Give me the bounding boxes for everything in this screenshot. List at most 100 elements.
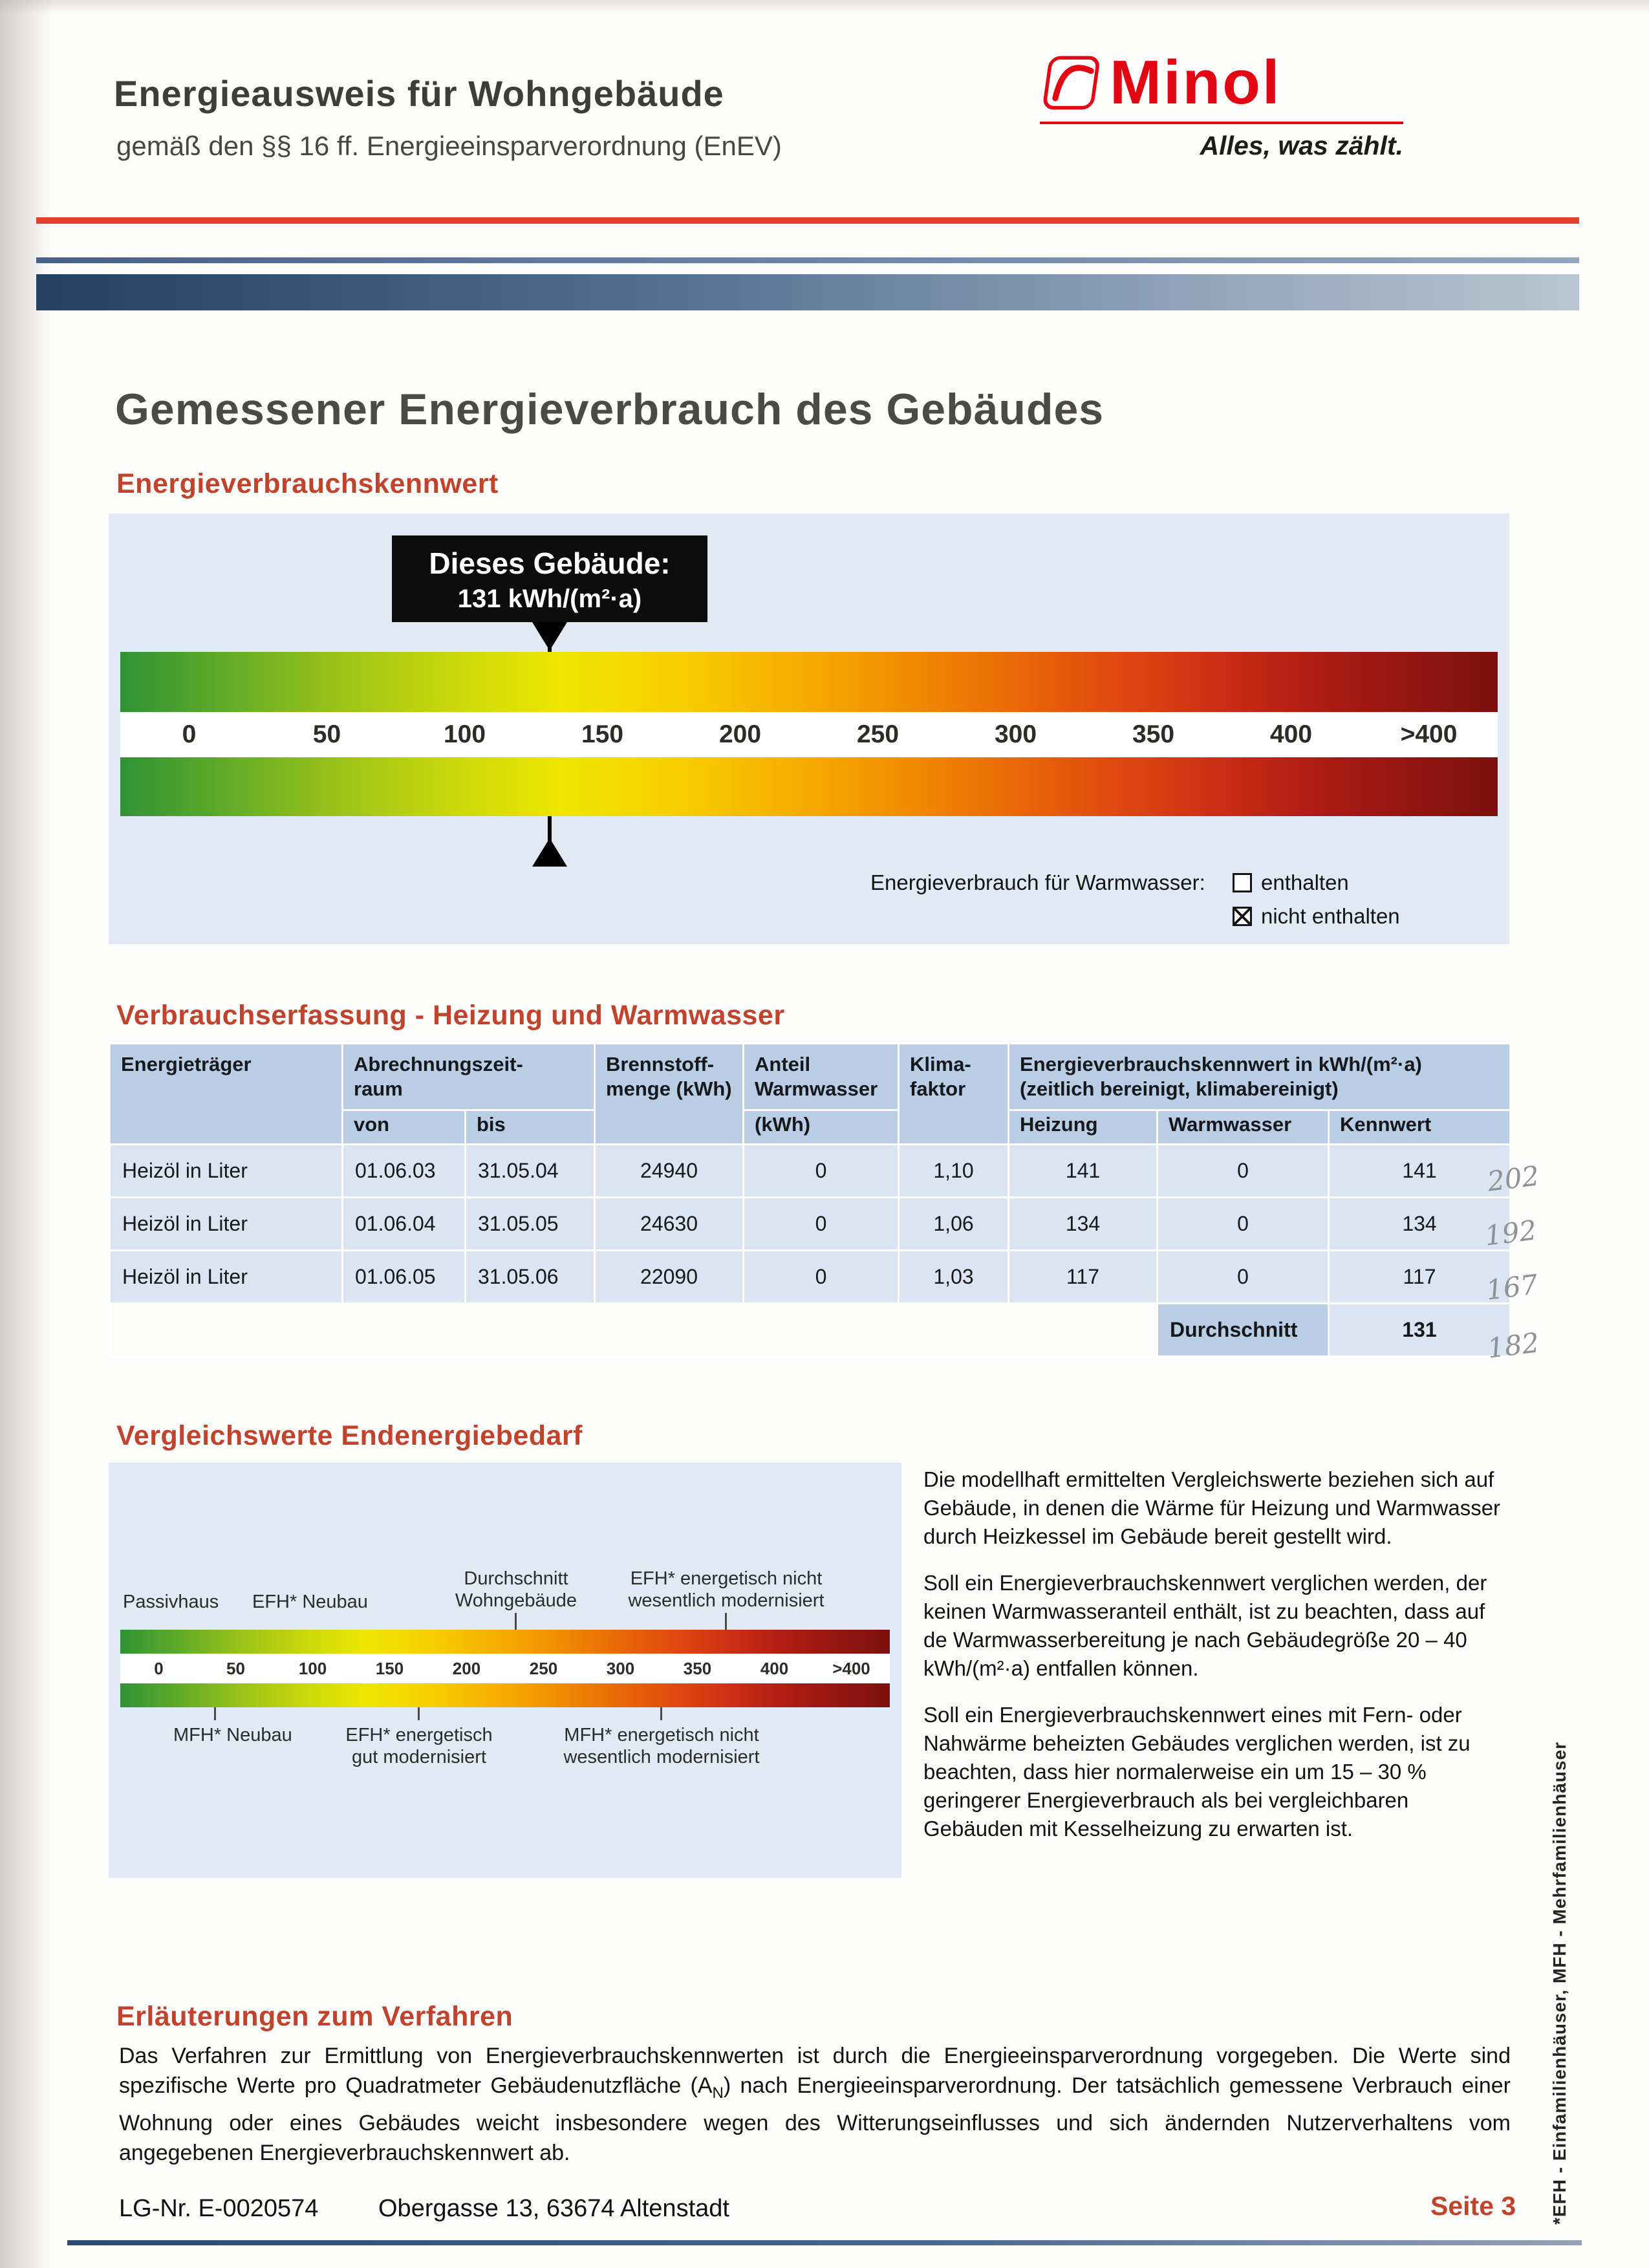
handwritten-note: 167	[1484, 1268, 1540, 1306]
cell-bis: 31.05.04	[464, 1143, 596, 1198]
col-header-kennwert: Kennwert	[1328, 1109, 1512, 1145]
scale-label-passivhaus: Passivhaus	[123, 1592, 219, 1612]
scale-tick: 300	[994, 720, 1037, 748]
scale-tick: 150	[581, 720, 624, 748]
handwritten-note: 182	[1485, 1326, 1541, 1365]
cell-heizung: 141	[1008, 1143, 1159, 1198]
col-header-von: von	[341, 1109, 466, 1145]
warmwasser-options: Energieverbrauch für Warmwasser: enthalt…	[870, 870, 1400, 938]
col-header-zeitraum: Abrechnungszeit- raum	[341, 1042, 596, 1111]
lg-number: LG-Nr. E-0020574	[119, 2195, 319, 2222]
cell-heizung: 134	[1008, 1196, 1159, 1251]
building-address: Obergasse 13, 63674 Altenstadt	[378, 2195, 729, 2222]
col-header-energietraeger: Energieträger	[109, 1042, 343, 1145]
page-title: Gemessener Energieverbrauch des Gebäudes	[115, 385, 1105, 434]
footnote-vertical: *EFH - Einfamilienhäuser, MFH - Mehrfami…	[1549, 1741, 1569, 2225]
label-connector-line	[214, 1707, 216, 1720]
cell-von: 01.06.04	[341, 1196, 466, 1251]
cell-anteil: 0	[742, 1196, 900, 1251]
minol-logo: Minol Alles, was zählt.	[1040, 52, 1403, 161]
scale-tick: >400	[1400, 720, 1458, 748]
checkbox-warmwasser-enthalten	[1233, 873, 1252, 892]
table-row: Heizöl in Liter 01.06.04 31.05.05 24630 …	[109, 1196, 1512, 1251]
section-heading-vergleich: Vergleichswerte Endenergiebedarf	[116, 1420, 583, 1451]
consumption-table: Energieträger Abrechnungszeit- raum Bren…	[108, 1042, 1512, 1357]
cell-energietraeger: Heizöl in Liter	[109, 1249, 343, 1304]
cell-klimafaktor: 1,06	[898, 1196, 1010, 1251]
handwritten-note: 192	[1483, 1214, 1538, 1252]
scale-tick: 100	[298, 1659, 327, 1678]
comparison-gradient-bar: 0 50 100 150 200 250 300 350 400 >400	[120, 1630, 890, 1707]
comparison-paragraph: Soll ein Energieverbrauchskennwert vergl…	[923, 1571, 1487, 1680]
cell-bis: 31.05.05	[464, 1196, 596, 1251]
gradient-band-bottom	[120, 757, 1498, 816]
cell-kennwert: 141	[1328, 1143, 1512, 1198]
cell-klimafaktor: 1,03	[898, 1249, 1010, 1304]
scale-label-efh-gut-modernisiert: EFH* energetisch gut modernisiert	[345, 1725, 493, 1767]
col-header-brennstoffmenge: Brennstoff- menge (kWh)	[594, 1042, 745, 1145]
average-label: Durchschnitt	[1156, 1302, 1330, 1357]
average-row: Durchschnitt 131	[108, 1302, 1512, 1357]
label-connector-line	[515, 1613, 517, 1630]
label-connector-line	[725, 1613, 727, 1630]
energy-gradient-bar: 0 50 100 150 200 250 300 350 400 >400	[120, 652, 1498, 816]
building-value-box: Dieses Gebäude: 131 kWh/(m²·a)	[392, 535, 707, 622]
scale-label-efh-neubau: EFH* Neubau	[252, 1592, 368, 1612]
cell-menge: 22090	[594, 1249, 745, 1304]
section-heading-verbrauch: Verbrauchserfassung - Heizung und Warmwa…	[116, 1000, 785, 1031]
scale-tick: 100	[443, 720, 486, 748]
scan-top-shadow	[0, 0, 1649, 14]
scale-tick: 0	[154, 1659, 164, 1678]
page-number: Seite 3	[1430, 2191, 1516, 2221]
navy-divider-thin	[36, 257, 1579, 263]
scale-tick-strip: 0 50 100 150 200 250 300 350 400 >400	[120, 712, 1498, 757]
minol-logo-text: Minol	[1110, 48, 1282, 117]
col-header-bis: bis	[464, 1109, 596, 1145]
col-header-heizung: Heizung	[1008, 1109, 1159, 1145]
col-header-kennwert-gruppe: Energieverbrauchskennwert in kWh/(m²·a) …	[1008, 1042, 1512, 1111]
scale-tick: 200	[452, 1659, 481, 1678]
empty-cell	[108, 1302, 1159, 1357]
text-segment: ) nach Energieeinsparverordnung. Der tat…	[119, 2073, 1511, 2165]
col-header-anteil-einheit: (kWh)	[742, 1109, 900, 1145]
label-connector-line	[418, 1707, 420, 1720]
warmwasser-label: Energieverbrauch für Warmwasser:	[870, 870, 1205, 894]
handwritten-note: 202	[1485, 1160, 1541, 1198]
building-label: Dieses Gebäude:	[429, 546, 671, 580]
comparison-scale-panel: Passivhaus EFH* Neubau Durchschnitt Wohn…	[109, 1463, 901, 1878]
scale-label-durchschnitt: Durchschnitt Wohngebäude	[455, 1568, 577, 1611]
subscript-n: N	[712, 2084, 724, 2102]
scale-label-efh-nicht-modernisiert: EFH* energetisch nicht wesentlich modern…	[628, 1568, 824, 1611]
scan-edge-shadow	[0, 0, 52, 2268]
scale-label-mfh-nicht-modernisiert: MFH* energetisch nicht wesentlich modern…	[563, 1725, 760, 1767]
scale-tick-strip: 0 50 100 150 200 250 300 350 400 >400	[120, 1654, 890, 1683]
building-value: 131 kWh/(m²·a)	[457, 585, 642, 613]
col-header-warmwasser: Warmwasser	[1156, 1109, 1330, 1145]
scale-tick: 0	[182, 720, 197, 748]
minol-tagline: Alles, was zählt.	[1200, 131, 1403, 160]
comparison-text-column: Die modellhaft ermittelten Vergleichswer…	[923, 1465, 1511, 1861]
col-header-klimafaktor: Klima- faktor	[898, 1042, 1010, 1145]
option-nicht-enthalten-label: nicht enthalten	[1261, 904, 1400, 928]
cell-warmwasser: 0	[1156, 1249, 1330, 1304]
cell-energietraeger: Heizöl in Liter	[109, 1143, 343, 1198]
scale-tick: >400	[832, 1659, 870, 1678]
checkbox-warmwasser-nicht-enthalten	[1233, 907, 1252, 926]
cell-heizung: 117	[1008, 1249, 1159, 1304]
scale-tick: 250	[856, 720, 900, 748]
gradient-band-top	[120, 1630, 890, 1654]
comparison-paragraph: Soll ein Energieverbrauchskennwert eines…	[923, 1703, 1471, 1841]
text-segment: Das Verfahren zur Ermittlung von Energie…	[119, 2044, 1511, 2098]
gradient-band-top	[120, 652, 1498, 712]
option-enthalten-label: enthalten	[1261, 870, 1349, 894]
scale-tick: 400	[760, 1659, 789, 1678]
bottom-divider	[67, 2240, 1582, 2245]
col-header-anteil-warmwasser: Anteil Warmwasser	[742, 1042, 900, 1111]
cell-von: 01.06.03	[341, 1143, 466, 1198]
scale-tick: 50	[226, 1659, 245, 1678]
cell-warmwasser: 0	[1156, 1196, 1330, 1251]
average-value: 131	[1328, 1302, 1512, 1357]
energy-scale-panel: Dieses Gebäude: 131 kWh/(m²·a) 0 50 100 …	[109, 513, 1509, 944]
cell-kennwert: 117	[1328, 1249, 1512, 1304]
